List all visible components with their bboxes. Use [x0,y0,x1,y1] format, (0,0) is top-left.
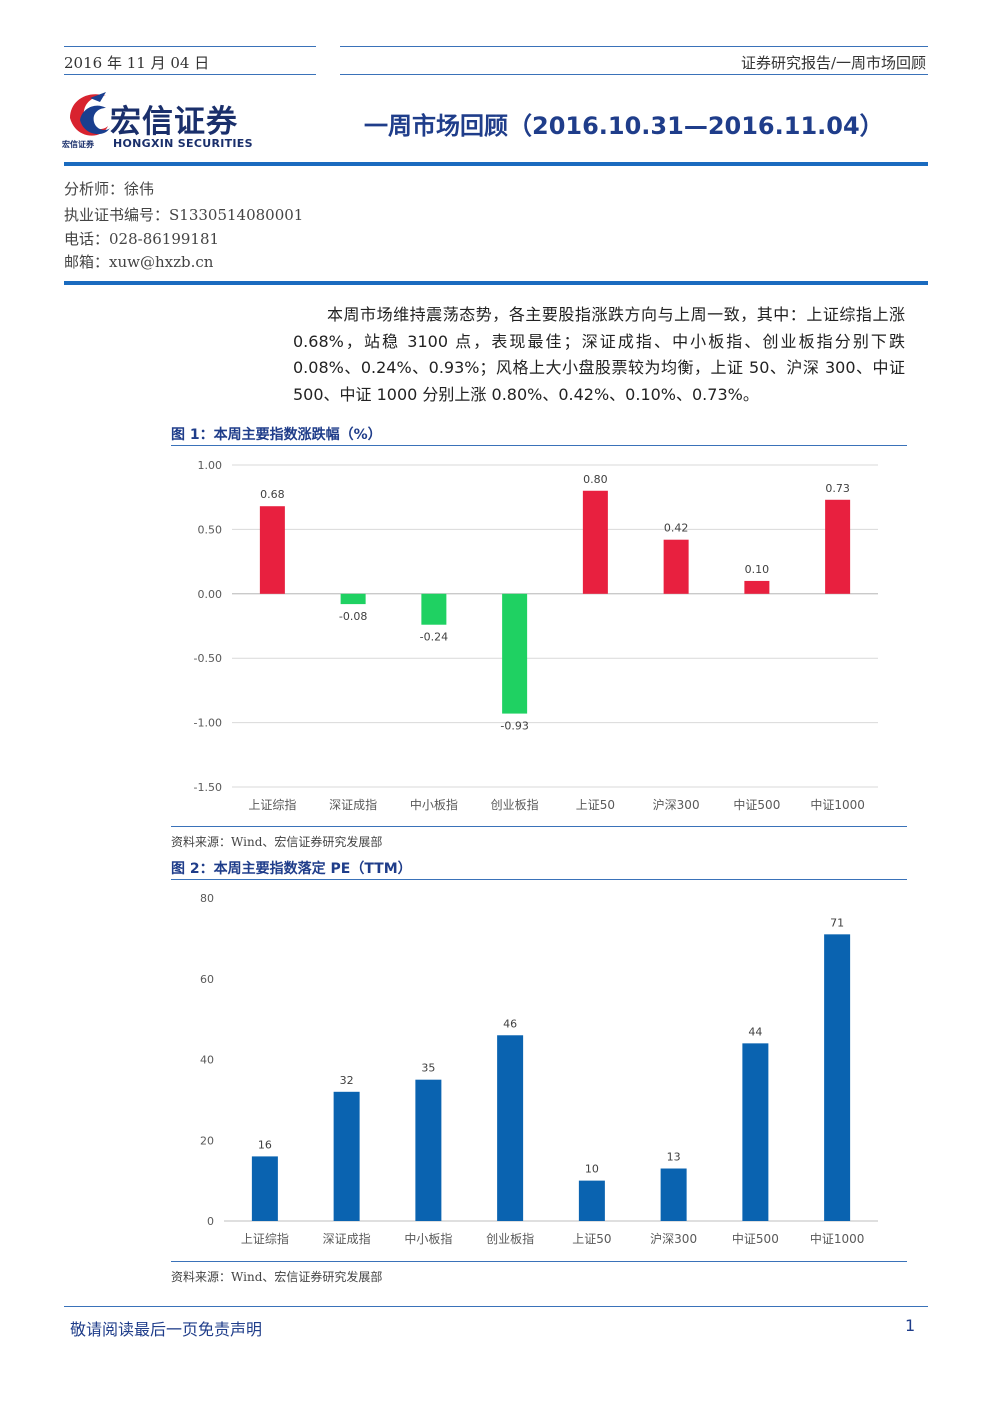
report-date: 2016 年 11 月 04 日 [64,54,210,72]
bar-value-label: 0.73 [825,482,850,495]
bar-value-label: 71 [830,916,844,929]
bar [582,490,608,594]
bar [825,499,851,594]
x-category-label: 创业板指 [486,1231,534,1246]
y-tick-label: -0.50 [194,652,222,665]
bar-value-label: -0.93 [500,720,528,733]
bar-value-label: -0.08 [339,610,367,623]
x-category-label: 沪深300 [650,1232,697,1246]
y-tick-label: 0 [207,1215,214,1228]
y-tick-label: 0.00 [198,588,223,601]
x-category-label: 创业板指 [491,797,539,812]
y-tick-label: -1.00 [194,717,222,730]
bar [744,580,770,594]
bar [578,1180,605,1221]
bar-value-label: 13 [667,1151,681,1164]
bar [333,1091,360,1221]
y-tick-label: 60 [200,973,214,986]
bar-value-label: 44 [748,1025,762,1038]
x-category-label: 中小板指 [410,797,458,812]
bar [251,1156,278,1221]
logo-name-en: HONGXIN SECURITIES [113,137,253,150]
analyst-rule [64,281,928,285]
bar [497,1035,524,1221]
y-tick-label: 80 [200,892,214,905]
bar-value-label: 32 [340,1074,354,1087]
chart-index-change: 1.00 0.50 0.00 -0.50 -1.00 -1.50 0.68 上证综指 -0.08… [194,459,878,812]
x-category-label: 中证500 [733,797,780,812]
x-category-label: 上证综指 [248,797,296,812]
x-category-label: 深证成指 [323,1231,371,1246]
header-rule-right-top [340,46,928,47]
y-tick-label: -1.50 [194,781,222,794]
bar [824,934,851,1221]
figure-1-bottom-rule [171,826,907,827]
x-category-label: 沪深300 [653,798,700,812]
logo-name-cn: 宏信证券 [110,104,238,140]
x-category-label: 上证50 [572,1232,611,1246]
analyst-name: 分析师：徐伟 [64,180,155,198]
figure-2-source: 资料来源：Wind、宏信证券研究发展部 [171,1270,383,1284]
footer-disclaimer[interactable]: 敬请阅读最后一页免责声明 [70,1320,263,1339]
header-rule-right-bottom [340,74,928,75]
figure-1-source: 资料来源：Wind、宏信证券研究发展部 [171,835,383,849]
bar [421,593,447,625]
bar [259,506,285,594]
chart-index-pe: 80 60 40 20 0 16 上证综指 32 深证成指 35 中小板指 46 创业板指 10 上证50 1… [200,892,878,1246]
x-category-label: 中小板指 [404,1231,452,1246]
figure-2-bottom-rule [171,1261,907,1262]
x-category-label: 上证50 [576,798,615,812]
x-category-label: 中证500 [732,1231,779,1246]
company-logo-icon [70,92,110,136]
bar-value-label: 0.10 [745,563,770,576]
bar-value-label: 35 [421,1062,435,1075]
y-tick-label: 0.50 [198,523,223,536]
page-title: 一周市场回顾（2016.10.31—2016.11.04） [364,112,884,140]
bar-value-label: 10 [585,1163,599,1176]
figure-1-title: 图 1：本周主要指数涨跌幅（%） [171,427,382,443]
bar [415,1079,442,1221]
x-category-label: 上证综指 [241,1231,289,1246]
figure-1-top-rule [171,445,907,446]
x-category-label: 深证成指 [329,797,377,812]
analyst-email[interactable]: 邮箱：xuw@hxzb.cn [64,253,214,271]
bar [742,1043,769,1221]
x-category-label: 中证1000 [810,797,865,812]
bar-value-label: 0.42 [664,522,689,535]
header-rule-left-bottom [64,74,316,75]
bar [340,593,366,605]
analyst-phone: 电话：028-86199181 [64,230,220,248]
report-category: 证券研究报告/一周市场回顾 [740,54,926,72]
figure-2-top-rule [171,879,907,880]
page-number: 1 [905,1316,916,1335]
title-rule [64,162,928,166]
bar-value-label: 46 [503,1017,517,1030]
y-tick-label: 20 [200,1134,214,1147]
summary-paragraph: 本周市场维持震荡态势，各主要股指涨跌方向与上周一致，其中：上证综指上涨 0.68… [293,305,905,404]
analyst-license: 执业证书编号：S1330514080001 [64,206,304,224]
figure-2-title: 图 2：本周主要指数落定 PE（TTM） [171,861,412,877]
bar-value-label: 0.68 [260,488,285,501]
bar-value-label: 0.80 [583,473,608,486]
y-tick-label: 40 [200,1054,214,1067]
x-category-label: 中证1000 [810,1231,865,1246]
bar [660,1168,687,1221]
bar [502,593,528,714]
bar [663,539,689,594]
bar-value-label: -0.24 [420,631,448,644]
logo-sub-cn: 宏信证券 [62,140,94,149]
y-tick-label: 1.00 [198,459,223,472]
bar-value-label: 16 [258,1138,272,1151]
header-rule-left-top [64,46,316,47]
footer-rule [64,1306,928,1307]
